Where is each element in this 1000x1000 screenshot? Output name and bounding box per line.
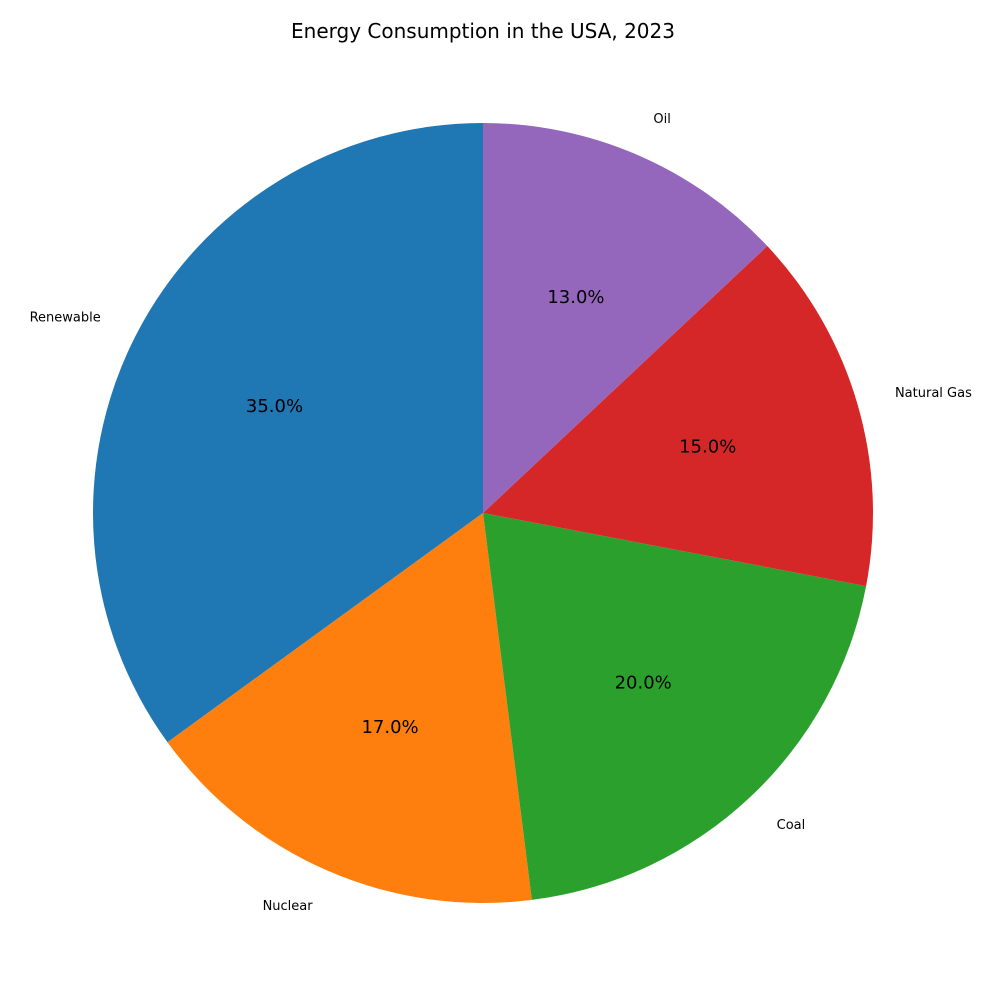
pie-slice-oil xyxy=(483,123,768,513)
category-label-nuclear: Nuclear xyxy=(263,899,314,914)
pie-labels: Renewable 35.0% Nuclear 17.0% Coal 20.0% Natur… xyxy=(30,112,972,914)
percent-label-natural-gas: 15.0% xyxy=(679,437,736,458)
category-label-oil: Oil xyxy=(653,112,670,127)
pie-slice-natural-gas xyxy=(483,246,873,587)
percent-label-coal: 20.0% xyxy=(615,673,672,694)
pie-slice-coal xyxy=(483,513,867,900)
category-label-natural-gas: Natural Gas xyxy=(895,386,972,401)
pie-slices xyxy=(92,123,873,904)
percent-label-nuclear: 17.0% xyxy=(361,717,418,738)
category-label-renewable: Renewable xyxy=(30,311,101,326)
pie-slice-nuclear xyxy=(167,513,532,904)
percent-label-oil: 13.0% xyxy=(547,287,604,308)
category-label-coal: Coal xyxy=(777,818,806,833)
pie-slice-renewable xyxy=(92,123,484,743)
chart-title: Energy Consumption in the USA, 2023 xyxy=(291,19,675,43)
percent-label-renewable: 35.0% xyxy=(246,396,303,417)
